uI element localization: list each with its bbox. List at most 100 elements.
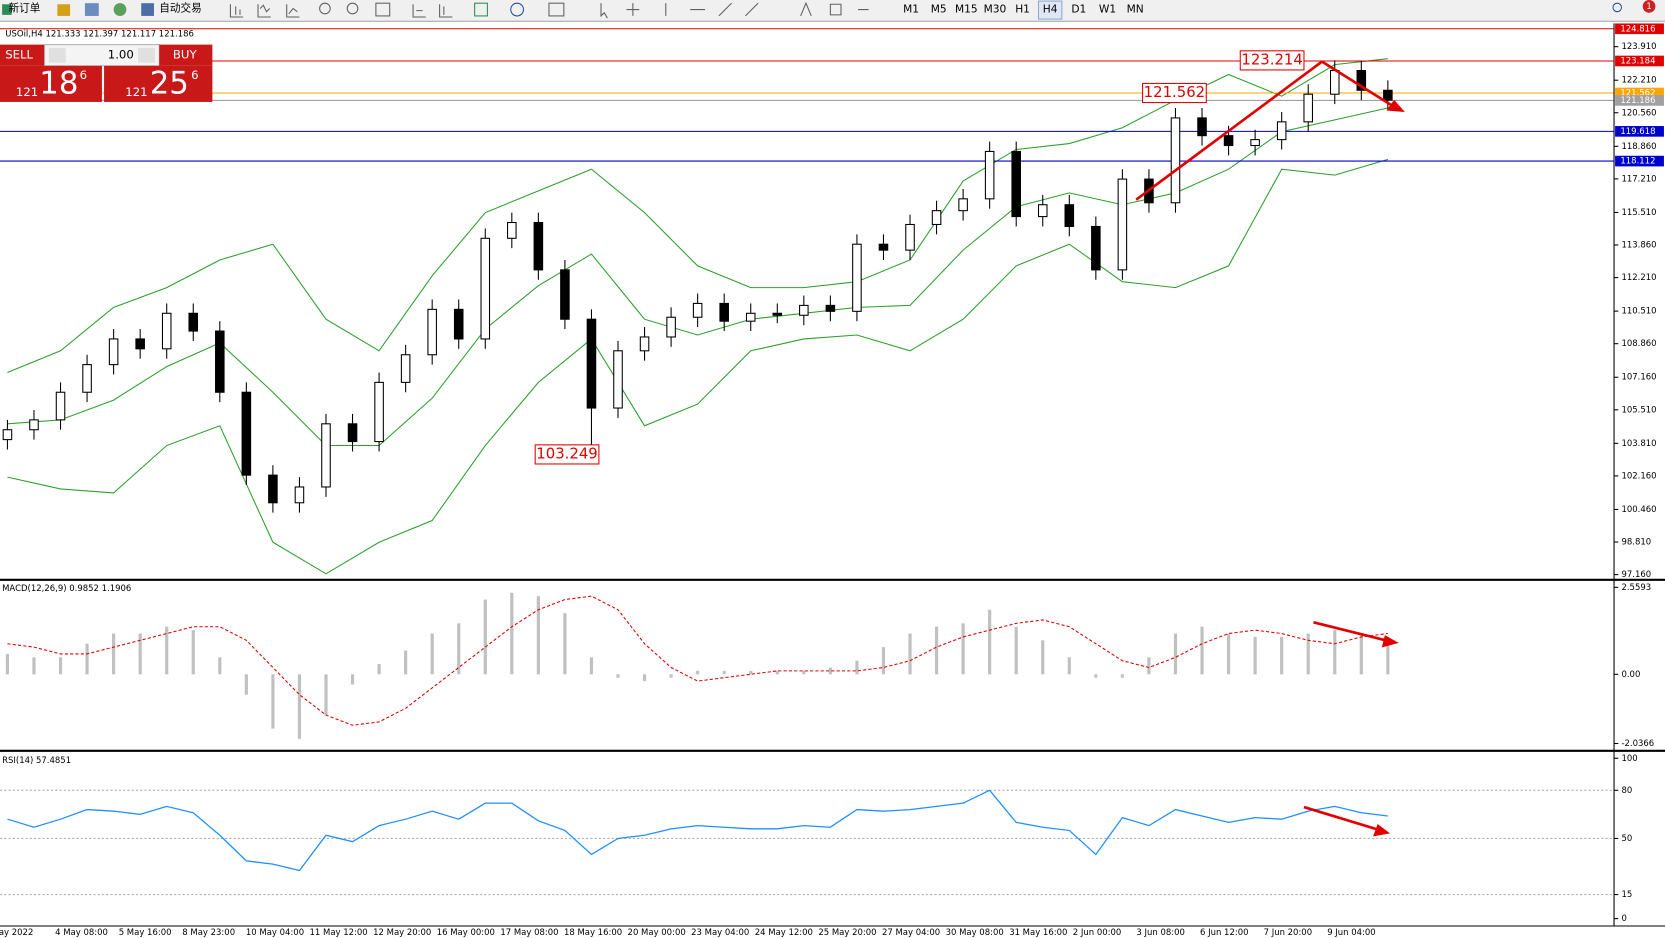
trend-line[interactable] <box>1313 621 1387 642</box>
candle-body <box>772 312 783 316</box>
macd-bar <box>749 670 753 675</box>
timeframe[interactable]: H1 <box>1015 3 1030 16</box>
tile-windows[interactable] <box>375 2 391 17</box>
x-tick-label: 10 May 04:00 <box>246 928 304 938</box>
candle-body <box>241 391 252 476</box>
candle-body <box>400 354 411 383</box>
buy-label[interactable]: BUY <box>173 48 198 62</box>
macd-bar <box>669 674 673 678</box>
candle-body <box>692 302 703 318</box>
timeframe[interactable]: MN <box>1127 3 1144 16</box>
timeframe[interactable]: H4 <box>1043 3 1058 16</box>
search-icon[interactable] <box>1612 2 1622 13</box>
new-order-icon[interactable] <box>2 4 12 15</box>
candle-body <box>560 269 570 320</box>
toolbar-icon[interactable] <box>57 4 71 16</box>
auto-trading-button[interactable]: 自动交易 <box>159 1 201 14</box>
lots-up[interactable] <box>138 47 156 63</box>
x-tick-label: 7 Jun 20:00 <box>1264 928 1312 938</box>
toolbar-icon[interactable] <box>113 3 127 16</box>
autoscroll[interactable] <box>412 4 426 18</box>
buy-button[interactable] <box>159 44 213 66</box>
trade-panel: SELL 1.00 BUY 121 18 6 121 25 6 <box>0 44 213 102</box>
macd-bar <box>1226 633 1231 675</box>
macd-bar <box>642 674 647 682</box>
toolbar-tools <box>229 1 869 19</box>
macd-bar <box>58 657 63 675</box>
macd-bar <box>1359 633 1363 675</box>
timeframe[interactable]: D1 <box>1071 3 1086 16</box>
notification-badge[interactable] <box>1642 0 1656 13</box>
x-tick-label: 3 Jun 08:00 <box>1136 928 1184 938</box>
macd-bar <box>616 674 620 678</box>
candle-body <box>1383 89 1393 101</box>
y-tick-label: 0.00 <box>1621 670 1640 680</box>
candle-tool[interactable] <box>257 4 271 18</box>
templates[interactable] <box>548 2 565 17</box>
timeframe[interactable]: M30 <box>984 3 1007 16</box>
chart-shift[interactable] <box>439 4 453 18</box>
candle-body <box>1329 70 1340 95</box>
drawing-tools[interactable] <box>600 1 869 19</box>
candle-body <box>533 221 544 271</box>
candle-body <box>347 423 358 443</box>
indicators[interactable] <box>474 2 488 17</box>
periods[interactable] <box>510 2 525 17</box>
macd-bar <box>1067 657 1071 675</box>
y-tick-label: 103.810 <box>1621 439 1656 449</box>
price-tag-label: 124.816 <box>1620 24 1655 34</box>
x-tick-label: 17 May 08:00 <box>500 928 558 938</box>
x-tick-label: 2 Jun 00:00 <box>1073 928 1121 938</box>
x-tick-label: 20 May 00:00 <box>628 928 686 938</box>
candle-body <box>719 302 729 322</box>
sell-label[interactable]: SELL <box>5 48 33 62</box>
macd-bar <box>1306 633 1310 675</box>
macd-bar <box>271 674 275 729</box>
arrow-head <box>1373 824 1391 837</box>
ask-box[interactable] <box>104 65 213 102</box>
candle-body <box>958 198 968 212</box>
macd-bar <box>802 670 806 675</box>
y-tick-label: 122.210 <box>1621 76 1656 86</box>
lots-down[interactable] <box>48 47 66 63</box>
bar-chart-tool[interactable] <box>229 4 244 18</box>
ask-fraction: 6 <box>191 68 198 82</box>
candle-body <box>1197 117 1207 137</box>
indicator-title: MACD(12,26,9) 0.9852 1.1906 <box>2 584 131 594</box>
timeframe[interactable]: M1 <box>903 3 919 16</box>
candle-body <box>507 221 517 239</box>
trend-line[interactable] <box>1321 60 1394 108</box>
new-order-button[interactable]: 新订单 <box>8 1 40 14</box>
x-tick-label: 12 May 20:00 <box>373 928 431 938</box>
price-annotation-box <box>1142 82 1207 104</box>
arrow-head <box>1386 99 1405 113</box>
macd-bar <box>828 667 832 675</box>
zoom-out[interactable] <box>346 2 359 15</box>
macd-bar <box>244 674 248 695</box>
timeframe[interactable]: W1 <box>1099 3 1116 16</box>
timeframe[interactable]: M5 <box>931 3 947 16</box>
macd-bar <box>1200 626 1204 675</box>
trend-line[interactable] <box>1135 60 1323 201</box>
line-tool[interactable] <box>286 4 300 18</box>
macd-bar <box>350 674 355 685</box>
lots-value[interactable]: 1.00 <box>108 48 134 62</box>
x-tick-label: 6 Jun 12:00 <box>1200 928 1248 938</box>
macd-bar <box>1147 657 1151 675</box>
macd-bar <box>404 650 408 675</box>
toolbar <box>0 0 1665 22</box>
macd-bar <box>536 596 540 675</box>
signal-line <box>7 595 1388 726</box>
timeframe[interactable]: M15 <box>955 3 978 16</box>
y-tick-label: 123.910 <box>1621 42 1656 52</box>
candle-body <box>852 243 862 312</box>
x-tick-label: 27 May 04:00 <box>882 928 940 938</box>
sell-button[interactable] <box>0 44 45 66</box>
toolbar-icon[interactable] <box>84 3 99 16</box>
bid-box[interactable] <box>0 65 102 102</box>
zoom-in[interactable] <box>319 2 331 15</box>
trend-line[interactable] <box>1303 805 1378 831</box>
macd-bar <box>988 609 992 675</box>
auto-trading-icon[interactable] <box>141 3 154 16</box>
